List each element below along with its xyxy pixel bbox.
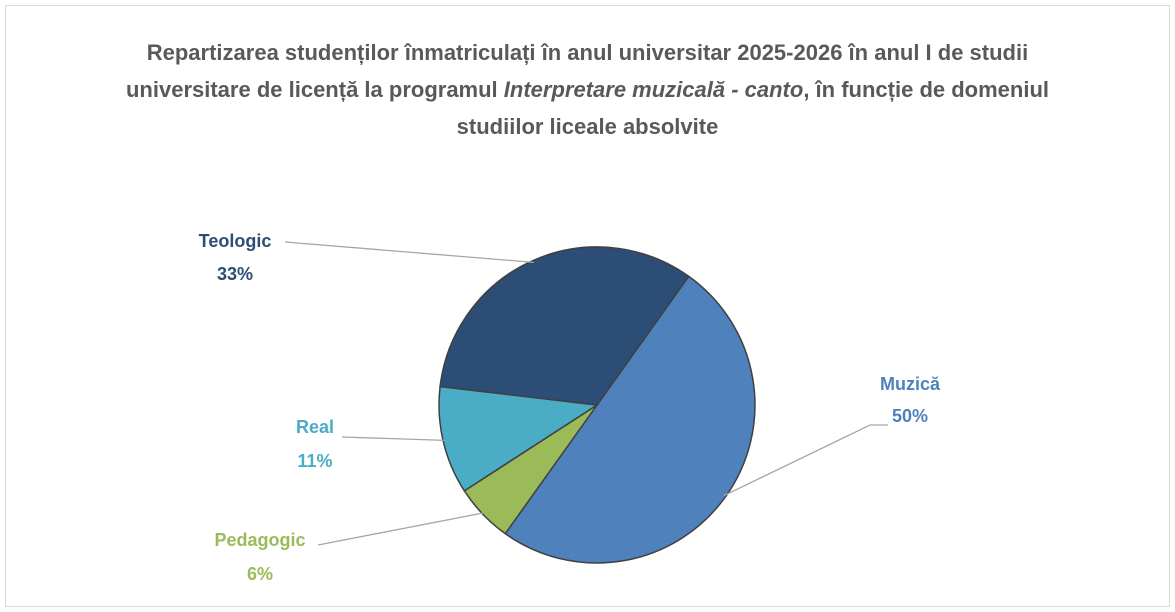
- leader-line: [723, 424, 888, 497]
- data-label-value: 11%: [297, 451, 332, 471]
- data-label-name: Real: [296, 417, 334, 437]
- pie-slice: [439, 246, 690, 406]
- data-label-value: 50%: [892, 406, 928, 426]
- title-part: , în funcție de domeniul studiilor licea…: [456, 77, 1050, 139]
- data-label-name: Muzică: [880, 374, 941, 394]
- title-part: Repartizarea studenților înmatriculați î…: [125, 40, 1029, 102]
- pie-slice: [504, 275, 756, 564]
- leader-line: [317, 512, 485, 546]
- data-label-name: Pedagogic: [214, 530, 305, 550]
- title-part: Interpretare muzicală - canto: [503, 77, 804, 102]
- data-label-name: Teologic: [199, 231, 272, 251]
- chart-frame: [5, 5, 1170, 607]
- data-label-value: 6%: [247, 564, 273, 584]
- data-label-value: 33%: [217, 264, 253, 284]
- leader-line: [284, 241, 534, 264]
- leader-line: [341, 436, 446, 442]
- chart-title-box: Repartizarea studenților înmatriculați î…: [0, 34, 1175, 145]
- chart-title: Repartizarea studenților înmatriculați î…: [123, 34, 1053, 145]
